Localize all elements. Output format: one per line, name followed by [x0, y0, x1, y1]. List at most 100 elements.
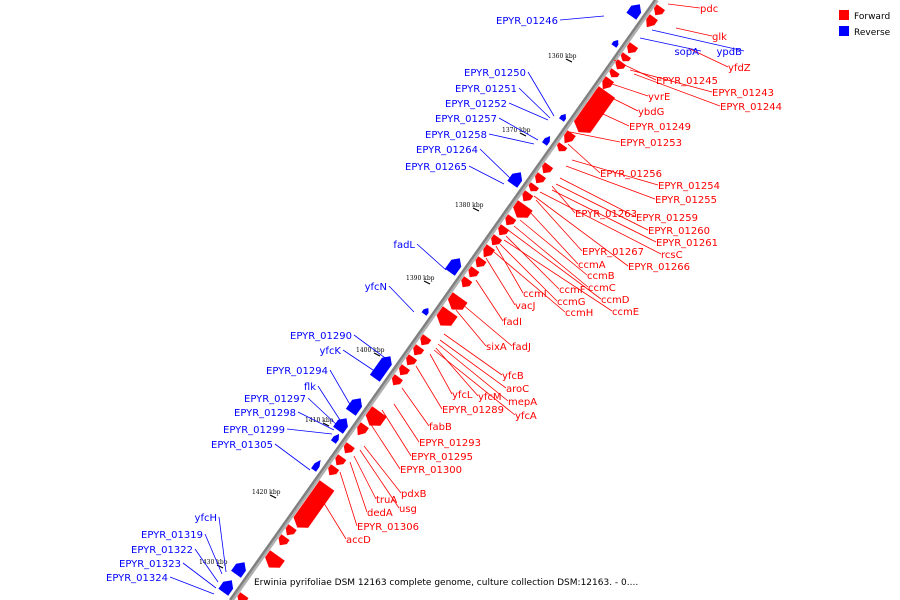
legend-forward-swatch	[839, 10, 849, 20]
forward-leader-line	[571, 159, 659, 186]
reverse-leader-line	[218, 516, 227, 573]
forward-gene-label-epyr-01244: EPYR_01244	[720, 102, 782, 113]
tick-label: 1410 kbp	[305, 417, 334, 424]
forward-gene-arrow	[564, 130, 576, 144]
forward-gene-label-fadj: fadJ	[512, 342, 531, 353]
reverse-leader-line	[651, 29, 745, 52]
forward-gene-arrow	[542, 162, 554, 174]
forward-gene-arrow	[293, 480, 335, 528]
forward-leader-line	[495, 245, 524, 294]
forward-gene-arrow	[447, 292, 468, 310]
forward-gene-label-epyr-01267: EPYR_01267	[582, 247, 644, 258]
forward-gene-arrow	[357, 422, 369, 436]
forward-gene-label-epyr-01293: EPYR_01293	[419, 438, 481, 449]
reverse-leader-line	[479, 148, 513, 181]
legend-forward-label: Forward	[854, 12, 890, 22]
forward-gene-arrow	[483, 244, 495, 258]
reverse-gene-arrow	[369, 356, 392, 382]
reverse-gene-label-epyr-01298: EPYR_01298	[234, 408, 296, 419]
reverse-gene-label-epyr-01294: EPYR_01294	[266, 366, 328, 377]
reverse-leader-line	[639, 37, 702, 52]
forward-gene-arrow	[406, 354, 418, 366]
forward-gene-label-epyr-01260: EPYR_01260	[648, 226, 710, 237]
forward-leader-line	[363, 445, 402, 494]
forward-gene-arrow	[365, 406, 387, 426]
reverse-gene-label-sopa: sopA	[674, 47, 699, 58]
forward-gene-label-yfcb: yfcB	[502, 371, 524, 382]
forward-leader-line	[519, 219, 588, 276]
forward-gene-label-glk: glk	[712, 32, 727, 43]
forward-leader-line	[551, 189, 657, 243]
tick-label: 1380 kbp	[455, 202, 484, 209]
forward-leader-line	[667, 3, 701, 9]
reverse-leader-line	[518, 87, 551, 119]
reverse-gene-label-epyr-01305: EPYR_01305	[211, 440, 273, 451]
reverse-gene-label-epyr-01299: EPYR_01299	[223, 425, 285, 436]
reverse-leader-line	[169, 576, 215, 595]
forward-gene-arrow	[335, 454, 347, 466]
forward-gene-label-epyr-01259: EPYR_01259	[636, 213, 698, 224]
forward-leader-line	[367, 419, 401, 470]
forward-leader-line	[675, 27, 713, 37]
forward-gene-arrow	[461, 276, 473, 288]
reverse-leader-line	[527, 71, 555, 117]
reverse-leader-line	[307, 397, 339, 427]
forward-leader-line	[505, 235, 560, 290]
reverse-leader-line	[416, 243, 447, 271]
forward-gene-label-sixa: sixA	[486, 342, 507, 353]
tick-label: 1400 kbp	[356, 347, 385, 354]
forward-gene-arrow	[620, 52, 631, 62]
forward-gene-label-epyr-01255: EPYR_01255	[655, 195, 717, 206]
forward-gene-label-ccme: ccmE	[612, 307, 639, 318]
reverse-leader-line	[498, 117, 539, 141]
reverse-gene-arrow	[445, 258, 462, 276]
forward-gene-label-fabb: fabB	[429, 422, 452, 433]
forward-gene-label-usg: usg	[399, 504, 417, 515]
forward-leader-line	[429, 353, 453, 395]
forward-gene-arrow	[505, 214, 517, 226]
forward-leader-line	[589, 107, 630, 127]
forward-leader-line	[569, 131, 621, 143]
forward-gene-arrow	[399, 364, 410, 376]
tick-mark	[423, 280, 431, 285]
forward-gene-label-epyr-01254: EPYR_01254	[658, 181, 720, 192]
reverse-gene-label-epyr-01258: EPYR_01258	[425, 130, 487, 141]
forward-gene-arrow	[278, 534, 290, 546]
reverse-leader-line	[194, 548, 219, 583]
reverse-leader-line	[329, 369, 353, 409]
forward-gene-label-ybdg: ybdG	[638, 107, 664, 118]
forward-leader-line	[633, 73, 721, 107]
forward-gene-label-epyr-01253: EPYR_01253	[620, 138, 682, 149]
tick-mark	[565, 58, 573, 63]
reverse-gene-label-epyr-01297: EPYR_01297	[244, 394, 306, 405]
forward-gene-label-epyr-01300: EPYR_01300	[400, 465, 462, 476]
forward-leader-line	[393, 403, 420, 443]
reverse-leader-line	[286, 428, 333, 435]
forward-gene-label-epyr-01249: EPYR_01249	[629, 122, 691, 133]
forward-gene-arrow	[627, 42, 639, 54]
reverse-gene-label-epyr-01290: EPYR_01290	[290, 331, 352, 342]
forward-gene-label-epyr-01263: EPYR_01263	[575, 209, 637, 220]
forward-gene-label-epyr-01266: EPYR_01266	[628, 262, 690, 273]
forward-leader-line	[567, 143, 601, 174]
forward-gene-label-yfca: yfcA	[515, 411, 537, 422]
forward-gene-label-deda: dedA	[367, 508, 393, 519]
tick-mark	[373, 352, 381, 357]
reverse-gene-label-epyr-01251: EPYR_01251	[455, 84, 517, 95]
forward-gene-label-ccmh: ccmH	[565, 308, 593, 319]
reverse-leader-line	[559, 15, 605, 21]
reverse-gene-label-epyr-01264: EPYR_01264	[416, 145, 478, 156]
reverse-gene-label-fadl: fadL	[393, 240, 415, 251]
forward-gene-label-pdc: pdc	[700, 4, 718, 15]
forward-gene-label-accd: accD	[346, 535, 371, 546]
forward-leader-line	[551, 185, 576, 214]
forward-leader-line	[555, 183, 649, 231]
forward-gene-arrow	[528, 182, 539, 192]
forward-gene-label-rcsc: rcsC	[661, 250, 683, 261]
forward-gene-label-epyr-01243: EPYR_01243	[712, 88, 774, 99]
forward-gene-label-ccmb: ccmB	[587, 271, 615, 282]
forward-gene-arrow	[475, 256, 487, 268]
forward-gene-label-ccmc: ccmC	[588, 283, 616, 294]
reverse-gene-arrow	[333, 418, 348, 434]
reverse-gene-label-yfcn: yfcN	[365, 282, 387, 293]
